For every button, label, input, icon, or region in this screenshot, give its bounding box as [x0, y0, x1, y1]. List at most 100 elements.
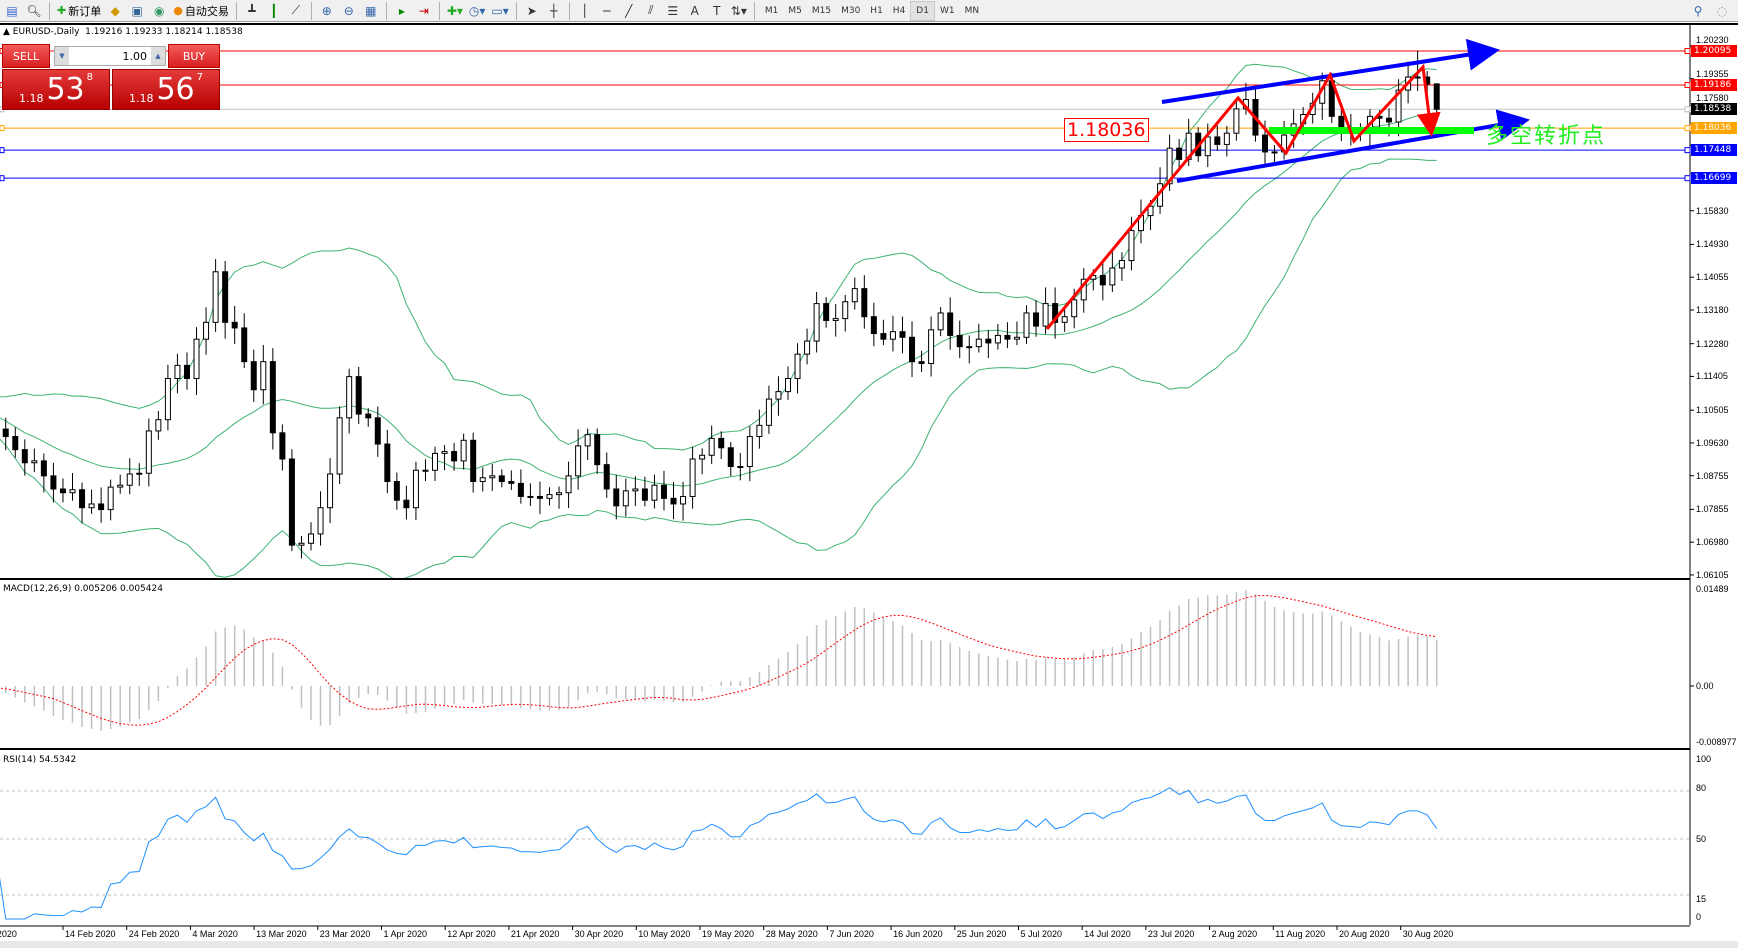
vertical-line-icon[interactable]: │	[581, 3, 589, 18]
zoom-in-icon[interactable]: ⊕	[321, 3, 332, 18]
fibonacci-icon[interactable]: ☰	[667, 3, 679, 18]
date-label: 14 Feb 2020	[65, 929, 116, 939]
bear-candle	[861, 288, 868, 318]
price-line-handle[interactable]	[1684, 125, 1691, 132]
timeframe-h4[interactable]: H4	[892, 5, 906, 16]
collapse-arrow-icon[interactable]: ▲	[3, 27, 13, 37]
metaeditor-icon[interactable]: ◆	[110, 3, 120, 18]
tile-windows-icon[interactable]: ▦	[365, 3, 377, 18]
price-tick-label: 1.07855	[1696, 504, 1729, 515]
sell-button[interactable]: SELL	[2, 44, 50, 68]
bear-candle	[880, 333, 887, 340]
bull-candle	[126, 473, 133, 486]
timeframe-mn[interactable]: MN	[964, 5, 980, 16]
search-icon[interactable]: ⚲	[1693, 3, 1703, 18]
bull-candle	[851, 288, 858, 303]
equidistant-channel-icon[interactable]: ⫽	[648, 3, 654, 17]
symbol-label: EURUSD-,Daily	[12, 27, 80, 37]
lot-decrease-icon[interactable]: ▼	[55, 47, 69, 65]
chat-icon[interactable]: ◌	[1716, 3, 1728, 18]
bull-candle	[1395, 89, 1402, 123]
chart-window[interactable]	[0, 23, 1738, 948]
candles	[2, 50, 1440, 559]
auto-scroll-icon[interactable]: ▸	[398, 3, 405, 18]
lot-increase-icon[interactable]: ▲	[151, 47, 165, 65]
channel-upper-line[interactable]	[1161, 38, 1500, 104]
bull-candle	[1128, 230, 1135, 262]
zigzag-line[interactable]	[1045, 63, 1441, 330]
price-line-handle[interactable]	[0, 125, 5, 132]
periods-icon[interactable]: ◷▾	[468, 3, 486, 18]
timeframe-w1[interactable]: W1	[939, 5, 955, 16]
chart-shift-icon[interactable]: ⇥	[418, 3, 429, 18]
auto-trading-button[interactable]: ● 自动交易	[171, 1, 231, 21]
divider	[568, 1, 570, 20]
signals-icon[interactable]: ◉	[153, 3, 165, 18]
candlestick-icon[interactable]: ┃	[270, 3, 278, 18]
bull-candle	[1147, 205, 1154, 217]
new-order-button[interactable]: ✚ 新订单	[55, 1, 103, 21]
timeframe-m1[interactable]: M1	[764, 5, 779, 16]
date-label: 7 Jun 2020	[829, 929, 874, 939]
divider	[438, 1, 440, 20]
open-value: 1.19216	[85, 27, 123, 37]
price-line-handle[interactable]	[1684, 175, 1691, 182]
arrows-icon[interactable]: ⇅▾	[730, 3, 747, 18]
price-line-handle[interactable]	[1684, 106, 1691, 113]
price-line-handle[interactable]	[1684, 147, 1691, 154]
date-label: 28 May 2020	[765, 929, 818, 939]
price-line-handle[interactable]	[0, 175, 5, 182]
bull-candle	[632, 488, 639, 492]
templates-icon[interactable]: ▭▾	[491, 3, 509, 18]
timeframe-m30[interactable]: M30	[841, 5, 861, 16]
price-tick-label: 1.06105	[1696, 569, 1729, 580]
trendline-icon[interactable]: ╱	[625, 3, 633, 18]
date-label: 30 Aug 2020	[1402, 929, 1454, 939]
crosshair-icon[interactable]: ┼	[550, 3, 558, 18]
pivot-zone-bar[interactable]	[1269, 127, 1474, 134]
lot-size-stepper[interactable]: ▼ 1.00 ▲	[54, 46, 166, 66]
bear-candle	[98, 503, 105, 511]
price-tick-label: 1.14930	[1696, 239, 1729, 250]
bear-candle	[508, 480, 515, 484]
date-label: 1 Apr 2020	[383, 929, 428, 939]
lot-size-input[interactable]: 1.00	[122, 49, 148, 63]
bull-candle	[174, 364, 181, 380]
one-click-trading-panel: SELL ▼ 1.00 ▲ BUY 1.18 53 8 1.18 56 7	[2, 44, 220, 110]
zoom-view-icon[interactable]: 🔍︎	[26, 3, 42, 18]
price-line-handle[interactable]	[1684, 82, 1691, 89]
new-order-label: 新订单	[68, 4, 102, 18]
timeframe-m15[interactable]: M15	[811, 5, 832, 16]
price-line-handle[interactable]	[0, 147, 5, 154]
pivot-point-text[interactable]: 多空转折点	[1486, 124, 1607, 149]
price-annotation-label[interactable]: 1.18036	[1064, 118, 1149, 142]
bull-candle	[1271, 151, 1278, 154]
text-icon[interactable]: A	[690, 3, 699, 18]
market-watch-icon[interactable]: ▤	[6, 3, 18, 18]
date-label: 2 Aug 2020	[1211, 929, 1258, 939]
bear-candle	[79, 489, 86, 509]
date-label: 20 Aug 2020	[1339, 929, 1390, 939]
bull-candle	[1118, 260, 1125, 269]
line-chart-icon[interactable]: ⟋	[291, 3, 301, 17]
timeframe-d1[interactable]: D1	[910, 0, 935, 21]
text-label-icon[interactable]: T	[713, 3, 721, 18]
bear-candle	[1386, 117, 1393, 123]
cursor-icon[interactable]: ➤	[526, 3, 537, 18]
timeframe-h1[interactable]: H1	[870, 5, 883, 16]
bull-candle	[1023, 312, 1030, 338]
horizontal-line-icon[interactable]: ─	[603, 3, 611, 18]
timeframe-m5[interactable]: M5	[788, 5, 802, 16]
buy-button[interactable]: BUY	[168, 44, 220, 68]
bar-chart-icon[interactable]: ┻	[248, 3, 256, 18]
sell-price-button[interactable]: 1.18 53 8	[2, 69, 110, 110]
indicators-icon[interactable]: ✚▾	[446, 3, 463, 18]
buy-price-button[interactable]: 1.18 56 7	[112, 69, 220, 110]
bull-candle	[298, 542, 305, 546]
zoom-out-icon[interactable]: ⊖	[343, 3, 354, 18]
terminal-icon[interactable]: ▣	[131, 3, 143, 18]
divider	[49, 1, 50, 20]
bear-candle	[1099, 275, 1106, 286]
price-line-handle[interactable]	[1684, 48, 1691, 54]
